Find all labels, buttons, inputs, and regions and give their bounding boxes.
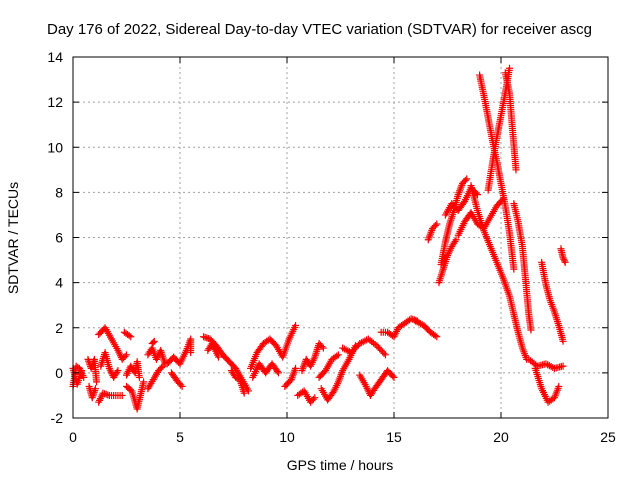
data-point	[452, 236, 460, 244]
data-point	[334, 351, 342, 359]
data-point	[187, 349, 195, 357]
data-point	[127, 333, 135, 341]
data-point	[118, 391, 126, 399]
data-point	[433, 333, 441, 341]
data-point	[473, 191, 481, 199]
x-tick-label: 20	[493, 429, 509, 445]
y-tick-label: 0	[55, 365, 63, 381]
data-point	[389, 372, 397, 380]
data-point	[345, 348, 353, 356]
data-point	[309, 395, 317, 403]
data-point	[333, 352, 341, 360]
data-point	[319, 344, 327, 352]
data-point	[240, 389, 248, 397]
data-point	[121, 352, 129, 360]
data-point	[273, 367, 281, 375]
data-point	[431, 221, 439, 229]
y-tick-label: 10	[47, 139, 63, 155]
data-point	[559, 254, 567, 262]
y-tick-label: 12	[47, 94, 63, 110]
data-points	[69, 64, 569, 413]
data-point	[292, 364, 300, 372]
data-point	[555, 382, 563, 390]
x-tick-label: 25	[600, 429, 616, 445]
data-point	[527, 326, 535, 334]
y-tick-label: 8	[55, 184, 63, 200]
data-point	[91, 385, 99, 393]
x-tick-label: 5	[176, 429, 184, 445]
data-point	[125, 332, 133, 340]
data-point	[149, 338, 157, 346]
data-point	[463, 175, 471, 183]
data-point	[292, 321, 300, 329]
data-point	[157, 364, 165, 372]
data-point	[451, 237, 459, 245]
data-point	[159, 362, 167, 370]
data-point	[113, 368, 121, 376]
data-point	[559, 362, 567, 370]
data-point	[178, 382, 186, 390]
data-point	[114, 367, 122, 375]
data-point	[560, 257, 568, 265]
data-point	[380, 349, 388, 357]
data-point	[318, 343, 326, 351]
y-tick-label: 2	[55, 320, 63, 336]
x-tick-label: 15	[386, 429, 402, 445]
data-point	[561, 258, 569, 266]
data-point	[123, 351, 130, 359]
y-axis-ticks: -2 0 2 4 6 8 10 12 14	[47, 49, 608, 426]
y-axis-label: SDTVAR / TECUs	[5, 182, 21, 294]
y-tick-label: 4	[55, 275, 63, 291]
data-point	[390, 373, 398, 381]
x-tick-label: 10	[279, 429, 295, 445]
data-point	[177, 381, 185, 389]
grid-lines	[73, 57, 608, 418]
data-point	[560, 255, 568, 263]
data-point	[510, 265, 518, 273]
x-tick-label: 0	[69, 429, 77, 445]
data-point	[433, 220, 441, 228]
data-point	[381, 351, 389, 359]
x-axis-ticks: 0 5 10 15 20 25	[69, 57, 616, 445]
y-tick-label: -2	[51, 410, 64, 426]
data-point	[274, 369, 282, 377]
data-point	[506, 64, 514, 72]
y-tick-label: 6	[55, 230, 63, 246]
data-point	[150, 337, 158, 345]
x-axis-label: GPS time / hours	[287, 457, 394, 473]
data-point	[78, 367, 86, 375]
data-point	[140, 378, 148, 386]
data-point	[461, 176, 469, 184]
data-point	[215, 353, 223, 361]
data-point	[135, 373, 143, 381]
data-point	[93, 378, 101, 386]
data-point	[512, 166, 520, 174]
data-point	[431, 332, 439, 340]
chart-title: Day 176 of 2022, Sidereal Day-to-day VTE…	[47, 21, 592, 38]
y-tick-label: 14	[47, 49, 63, 65]
data-point	[559, 337, 567, 345]
data-point	[311, 394, 319, 402]
